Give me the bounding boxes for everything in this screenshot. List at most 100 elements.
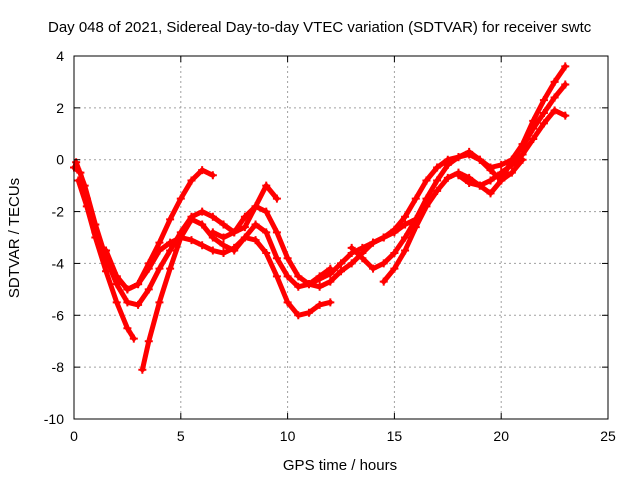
data-point: [347, 259, 356, 268]
data-point: [144, 285, 153, 294]
data-point: [155, 298, 164, 307]
data-point: [262, 249, 271, 258]
data-point: [369, 264, 378, 273]
data-point: [443, 160, 452, 169]
data-point: [369, 238, 378, 247]
data-point: [123, 298, 132, 307]
data-point: [251, 236, 260, 245]
data-point: [166, 215, 175, 224]
data-point: [401, 246, 410, 255]
data-point: [208, 212, 217, 221]
data-point: [272, 194, 281, 203]
data-point: [401, 233, 410, 242]
data-point: [454, 153, 463, 162]
data-point: [208, 228, 217, 237]
series-arc-j: [454, 106, 570, 190]
data-point: [315, 300, 324, 309]
data-point: [112, 272, 121, 281]
data-point: [315, 282, 324, 291]
data-point: [326, 277, 335, 286]
data-point: [401, 212, 410, 221]
data-point: [198, 207, 207, 216]
data-point: [539, 96, 548, 105]
data-point: [518, 150, 527, 159]
data-point: [358, 243, 367, 252]
data-point: [129, 334, 138, 343]
data-point: [134, 280, 143, 289]
data-point: [208, 246, 217, 255]
data-point: [550, 77, 559, 86]
data-point: [176, 233, 185, 242]
plot-frame: [73, 55, 609, 420]
data-point: [144, 264, 153, 273]
series-arc-e: [102, 233, 335, 320]
data-point: [272, 228, 281, 237]
data-point: [102, 246, 111, 255]
data-point: [272, 272, 281, 281]
y-tick-label: 2: [56, 100, 64, 116]
series-line: [103, 235, 333, 318]
data-point: [507, 160, 516, 169]
data-point: [294, 311, 303, 320]
data-point: [486, 189, 495, 198]
data-point: [123, 324, 132, 333]
data-point: [198, 166, 207, 175]
y-tick-label: -8: [52, 359, 65, 375]
chart-title: Day 048 of 2021, Sidereal Day-to-day VTE…: [48, 19, 592, 36]
data-point: [561, 111, 570, 120]
data-point: [283, 272, 292, 281]
y-axis-label: SDTVAR / TECUs: [6, 178, 23, 298]
data-point: [326, 269, 335, 278]
data-point: [262, 228, 271, 237]
data-point: [411, 194, 420, 203]
data-point: [82, 202, 91, 211]
series-arc-i: [379, 62, 570, 286]
data-point: [294, 282, 303, 291]
data-point: [529, 116, 538, 125]
data-point: [112, 298, 121, 307]
series-line: [381, 63, 568, 285]
data-point: [240, 212, 249, 221]
data-point: [138, 365, 147, 374]
data-point: [198, 241, 207, 250]
data-point: [230, 243, 239, 252]
data-point: [272, 254, 281, 263]
grid-layer: [74, 56, 608, 419]
data-point: [422, 202, 431, 211]
data-point: [561, 62, 570, 71]
x-tick-label: 25: [600, 428, 616, 444]
y-tick-label: -6: [52, 307, 65, 323]
data-point: [155, 264, 164, 273]
data-point: [176, 194, 185, 203]
data-point: [198, 220, 207, 229]
data-point: [529, 134, 538, 143]
data-point: [337, 259, 345, 268]
data-point: [102, 267, 111, 276]
data-point: [166, 246, 175, 255]
data-point: [379, 233, 388, 242]
data-point: [486, 163, 495, 172]
data-point: [390, 225, 399, 234]
data-point: [219, 220, 228, 229]
data-point: [134, 300, 143, 309]
data-point: [390, 264, 399, 273]
data-point: [465, 147, 474, 156]
data-point: [507, 168, 516, 177]
data-point: [187, 236, 196, 245]
data-point: [304, 280, 313, 289]
data-point: [497, 168, 506, 177]
data-point: [283, 298, 292, 307]
y-tick-label: -2: [52, 204, 65, 220]
data-point: [219, 249, 228, 258]
data-point: [433, 176, 442, 185]
series-arc-c: [74, 176, 138, 343]
data-point: [550, 93, 559, 102]
data-point: [262, 181, 271, 190]
data-point: [144, 337, 153, 346]
data-point: [251, 220, 260, 229]
data-point: [475, 155, 484, 164]
data-point: [304, 308, 313, 317]
data-layer: [70, 62, 570, 374]
data-point: [497, 160, 506, 169]
data-point: [379, 277, 388, 286]
